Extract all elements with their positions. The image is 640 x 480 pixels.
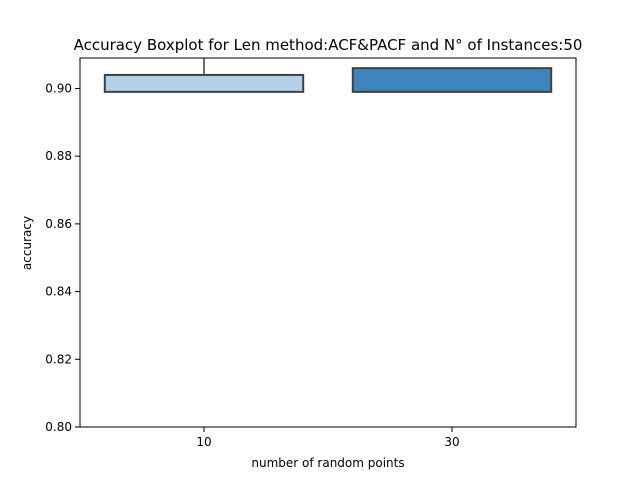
y-axis-label: accuracy — [20, 216, 34, 270]
box-body-10 — [103, 73, 305, 93]
x-axis: 10 30 — [196, 427, 460, 449]
y-axis: 0.80 0.82 0.84 0.86 0.88 0.90 — [45, 81, 80, 434]
y-tick-label-0.88: 0.88 — [45, 149, 72, 163]
chart-title: Accuracy Boxplot for Len method:ACF&PACF… — [74, 36, 583, 54]
y-tick-label-0.84: 0.84 — [45, 285, 72, 299]
x-tick-label-10: 10 — [196, 435, 211, 449]
y-tick-label-0.80: 0.80 — [45, 420, 72, 434]
y-tick-label-0.90: 0.90 — [45, 81, 72, 95]
box-body-30 — [351, 67, 553, 93]
x-tick-label-30: 30 — [444, 435, 459, 449]
y-tick-label-0.86: 0.86 — [45, 217, 72, 231]
plot-frame — [79, 57, 577, 428]
box-10 — [103, 58, 305, 93]
y-tick-label-0.82: 0.82 — [45, 352, 72, 366]
plot-area — [103, 58, 553, 93]
box-30 — [351, 67, 553, 93]
x-axis-label: number of random points — [251, 456, 404, 470]
